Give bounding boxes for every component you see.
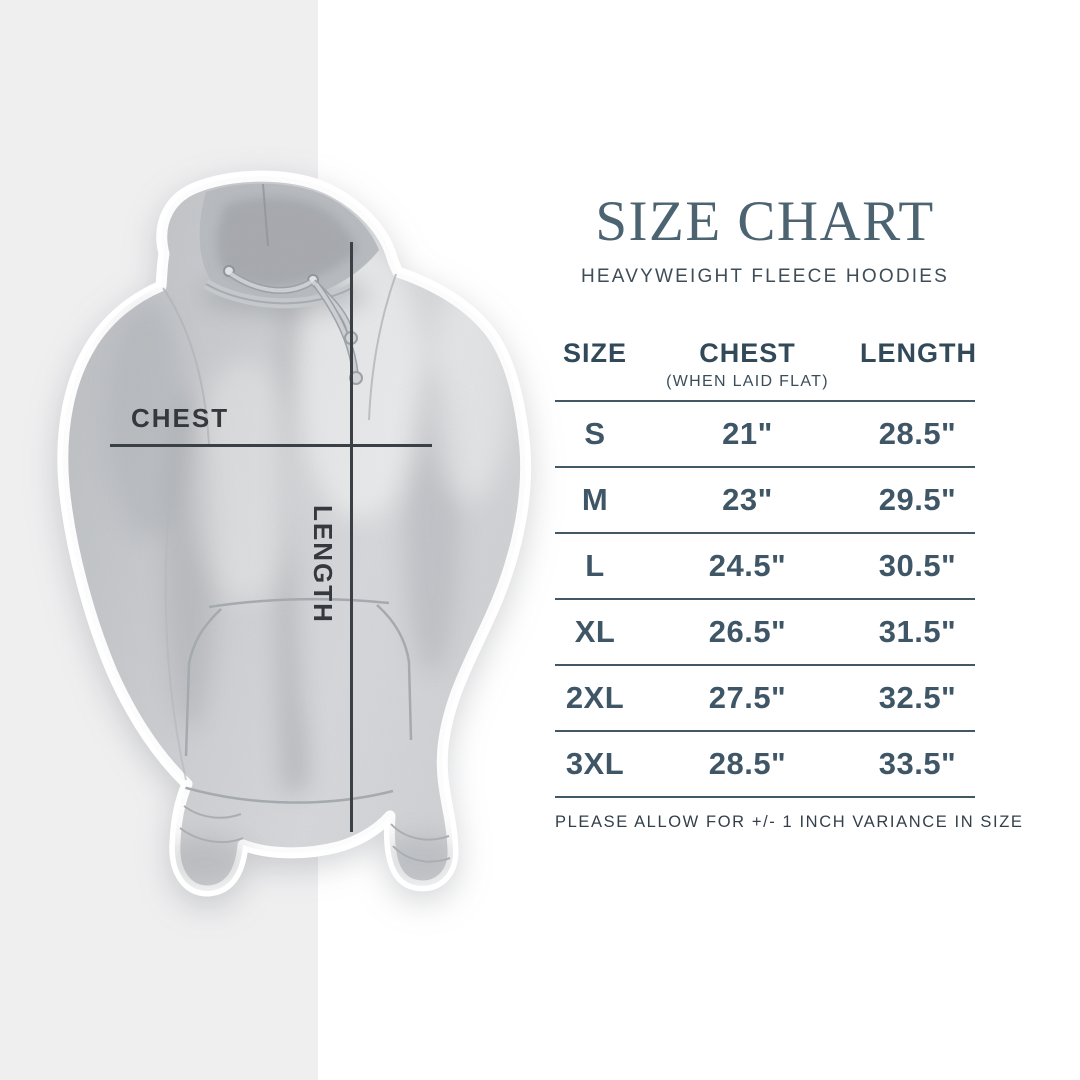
size-table: SIZE CHEST (WHEN LAID FLAT) LENGTH S 21"… [555,337,977,798]
length-cell: 33.5" [878,745,957,781]
chest-cell: 24.5" [708,547,787,583]
length-cell: 32.5" [878,679,957,715]
table-header-row: SIZE CHEST (WHEN LAID FLAT) LENGTH [555,337,977,402]
col-header-size: SIZE [562,337,627,368]
length-measure-line [350,242,353,832]
col-header-chest: CHEST [699,337,796,368]
length-cell: 28.5" [878,415,957,451]
size-cell: XL [574,613,616,649]
table-row: L 24.5" 30.5" [555,534,975,600]
chest-measure-label: CHEST [131,403,230,433]
table-row: 2XL 27.5" 32.5" [555,666,975,732]
size-cell: M [581,481,609,517]
chest-cell: 28.5" [708,745,787,781]
page-subtitle: HEAVYWEIGHT FLEECE HOODIES [581,265,949,287]
variance-note: PLEASE ALLOW FOR +/- 1 INCH VARIANCE IN … [555,812,1024,831]
length-cell: 31.5" [878,613,957,649]
table-row: 3XL 28.5" 33.5" [555,732,975,798]
chest-cell: 27.5" [708,679,787,715]
table-row: M 23" 29.5" [555,468,975,534]
length-cell: 29.5" [878,481,957,517]
chest-measure-line [110,444,432,447]
table-row: XL 26.5" 31.5" [555,600,975,666]
hoodie-photo [0,0,540,1080]
size-chart-panel: SIZE CHART HEAVYWEIGHT FLEECE HOODIES SI… [555,190,1024,832]
chest-cell: 23" [722,481,773,517]
col-header-length: LENGTH [860,337,977,368]
chest-cell: 26.5" [708,613,787,649]
size-cell: 3XL [565,745,625,781]
col-header-chest-sub: (WHEN LAID FLAT) [666,372,829,390]
size-cell: 2XL [565,679,625,715]
size-cell: L [585,547,605,583]
table-row: S 21" 28.5" [555,402,975,468]
chest-cell: 21" [722,415,773,451]
length-measure-label: LENGTH [308,505,338,624]
size-cell: S [584,415,606,451]
page-title: SIZE CHART [595,190,935,253]
length-cell: 30.5" [878,547,957,583]
